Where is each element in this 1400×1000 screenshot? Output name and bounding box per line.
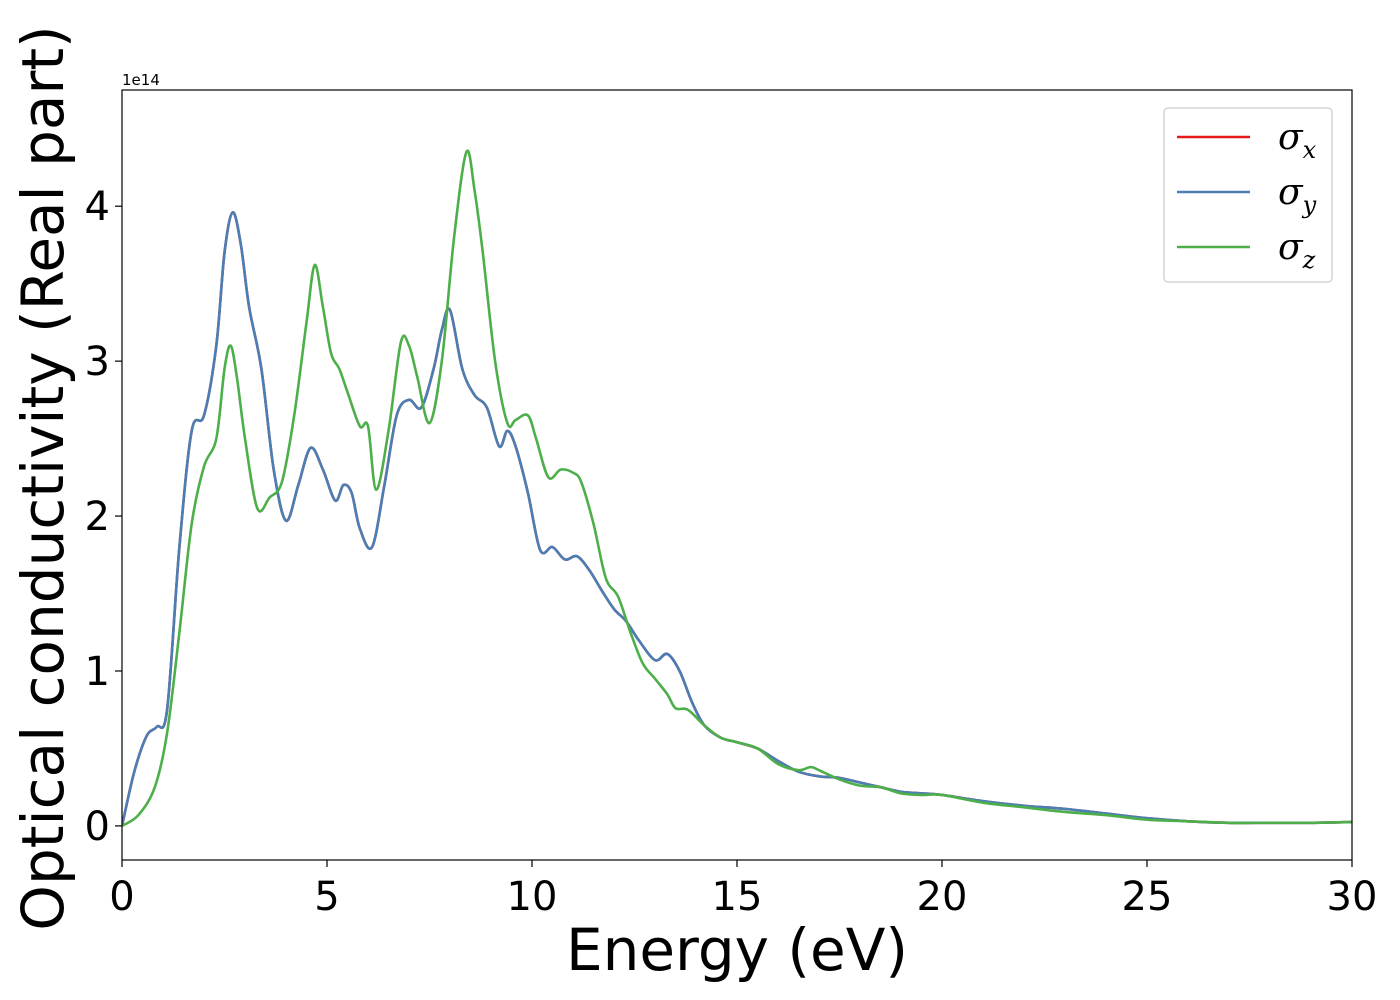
legend-label-sigma-x: σx xyxy=(1278,117,1317,164)
y-tick-label: 4 xyxy=(85,184,110,230)
series-layer xyxy=(122,149,1352,828)
legend-label-sigma-y: σy xyxy=(1278,172,1317,219)
y-axis-label: Optical conductivity (Real part) xyxy=(9,25,77,930)
legend-subscript: z xyxy=(1302,246,1316,274)
y-tick-label: 1 xyxy=(85,649,110,695)
y-tick-label: 0 xyxy=(85,804,110,850)
y-axis-ticks: 0 1 2 3 4 xyxy=(85,184,122,850)
legend-symbol: σ xyxy=(1278,172,1304,213)
x-tick-label: 20 xyxy=(917,874,968,920)
legend-symbol: σ xyxy=(1278,227,1304,268)
x-tick-label: 30 xyxy=(1327,874,1378,920)
y-tick-label: 2 xyxy=(85,494,110,540)
x-tick-label: 15 xyxy=(712,874,763,920)
legend-label-sigma-z: σz xyxy=(1278,227,1316,274)
x-tick-label: 0 xyxy=(109,874,134,920)
series-line-sigma-z xyxy=(122,149,1352,828)
legend-symbol: σ xyxy=(1278,117,1304,158)
x-axis-label: Energy (eV) xyxy=(566,916,908,984)
x-tick-label: 25 xyxy=(1122,874,1173,920)
x-tick-label: 5 xyxy=(314,874,339,920)
x-axis-ticks: 0 5 10 15 20 25 30 xyxy=(109,860,1377,920)
y-tick-label: 3 xyxy=(85,339,110,385)
x-tick-label: 10 xyxy=(507,874,558,920)
y-offset-label: 1e14 xyxy=(122,71,160,89)
legend-subscript: y xyxy=(1302,191,1317,219)
legend-box xyxy=(1163,107,1333,283)
legend-subscript: x xyxy=(1303,136,1317,164)
